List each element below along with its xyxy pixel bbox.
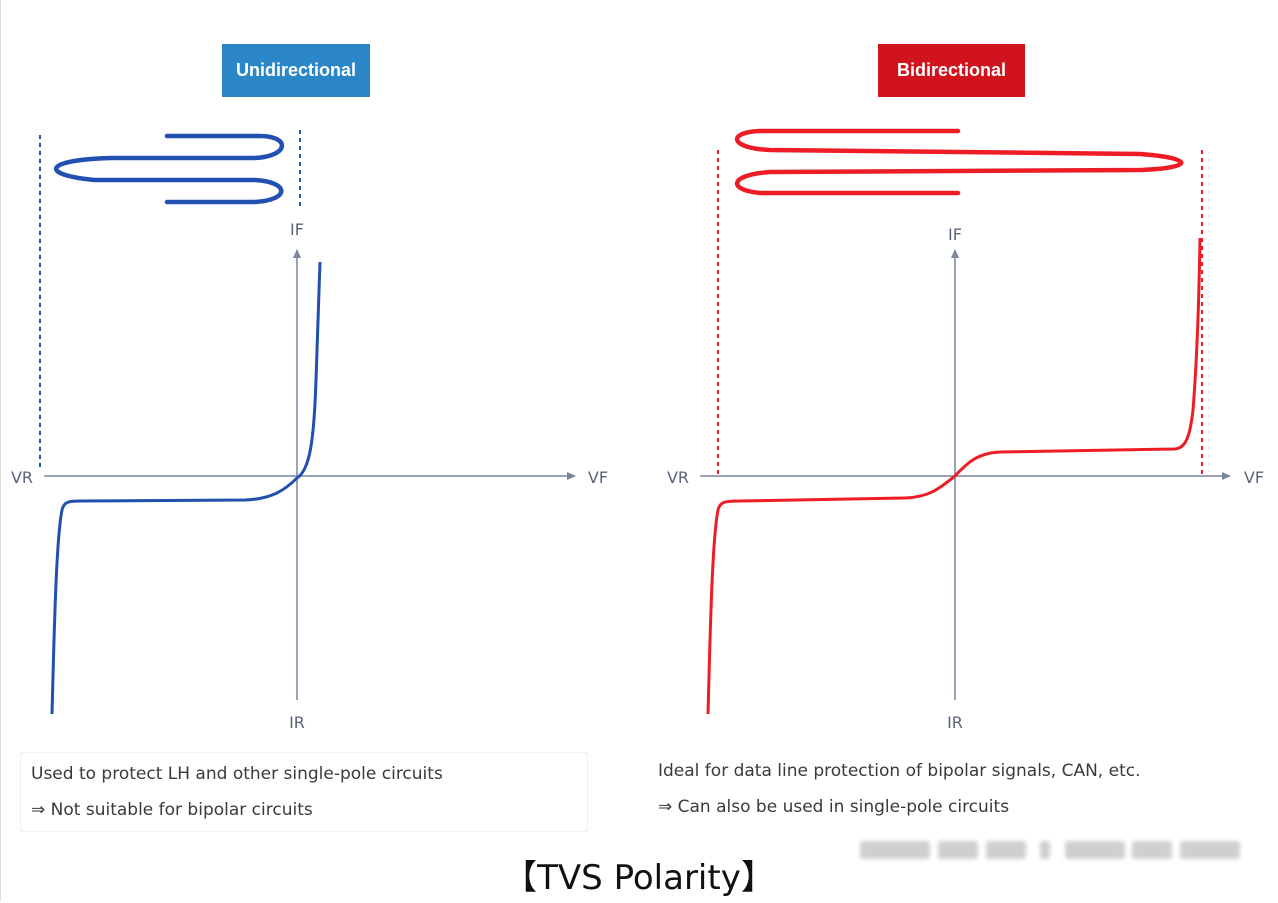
unidirectional-badge: Unidirectional (222, 44, 370, 97)
bidirectional-loop-symbol (735, 128, 1184, 196)
bidirectional-badge: Bidirectional (878, 44, 1025, 97)
unidirectional-caption: Used to protect LH and other single-pole… (20, 752, 588, 832)
unidirectional-panel: IF IR VR VF (11, 130, 608, 732)
caption-line: Used to protect LH and other single-pole… (31, 764, 443, 784)
unidirectional-loop-symbol (54, 133, 285, 205)
unidirectional-iv-curve (50, 261, 322, 715)
y-axis-positive-label: IF (290, 220, 304, 239)
caption-line: ⇒ Not suitable for bipolar circuits (31, 800, 313, 820)
x-axis-negative-label: VR (11, 468, 33, 487)
x-axis-positive-label: VF (588, 468, 608, 487)
y-axis-negative-label: IR (289, 713, 305, 732)
y-axis-positive-label: IF (948, 225, 962, 244)
caption-line: ⇒ Can also be used in single-pole circui… (658, 797, 1010, 817)
x-axis-negative-label: VR (667, 468, 689, 487)
bidirectional-panel: IF IR VR VF (667, 128, 1264, 732)
figure-title: 【TVS Polarity】 (503, 858, 775, 898)
y-axis-negative-label: IR (947, 713, 963, 732)
bidirectional-caption: Ideal for data line protection of bipola… (648, 752, 1248, 832)
x-axis-positive-label: VF (1244, 468, 1264, 487)
caption-line: Ideal for data line protection of bipola… (658, 761, 1141, 781)
bidirectional-iv-curve (706, 237, 1202, 715)
blurred-watermark (860, 833, 1250, 867)
